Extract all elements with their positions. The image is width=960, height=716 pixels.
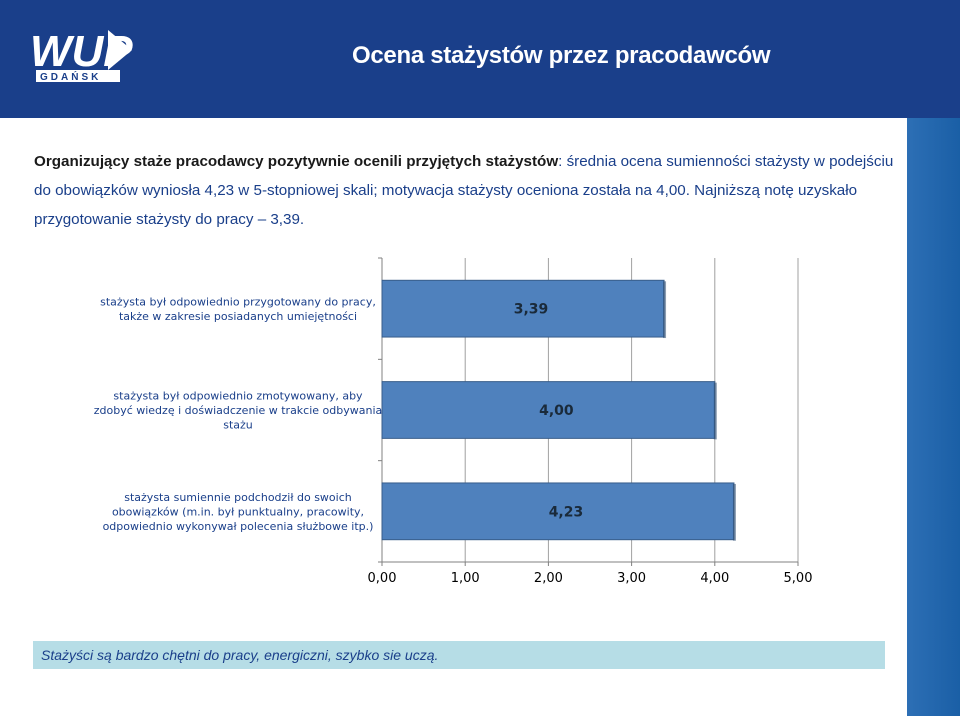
bar-shadow [732, 483, 736, 541]
category-label: stażysta sumiennie podchodził do swoich [124, 491, 352, 504]
logo-arrow [108, 30, 132, 70]
logo-underline [36, 70, 120, 82]
bar [381, 381, 716, 439]
intro-paragraph: Organizujący staże pracodawcy pozytywnie… [34, 147, 894, 234]
x-tick-label: 4,00 [700, 571, 729, 586]
data-label: 3,39 [514, 302, 549, 318]
x-tick-label: 1,00 [451, 571, 480, 586]
intro-rest: : średnia ocena sumienności stażysty w p… [34, 153, 894, 228]
category-label: zdobyć wiedzę i doświadczenie w trakcie … [94, 404, 383, 417]
footer-text: Stażyści są bardzo chętni do pracy, ener… [41, 647, 439, 663]
data-label: 4,23 [549, 504, 584, 520]
bar-shadow [663, 281, 667, 339]
category-label: odpowiednio wykonywał polecenia służbowe… [103, 520, 374, 533]
bar-shadow [713, 382, 717, 440]
right-decor-strip [907, 118, 960, 716]
x-tick-label: 3,00 [617, 571, 646, 586]
category-label: stażysta był odpowiednio przygotowany do… [100, 295, 376, 308]
category-label: także w zakresie posiadanych umiejętnośc… [119, 310, 357, 323]
intro-bold: Organizujący staże pracodawcy pozytywnie… [34, 153, 559, 170]
data-label: 4,00 [539, 403, 574, 419]
header-bar: WUP GDAŃSK Ocena stażystów przez pracoda… [0, 0, 960, 118]
x-tick-label: 2,00 [534, 571, 563, 586]
bar [381, 279, 665, 338]
category-label: obowiązków (m.in. był punktualny, pracow… [112, 505, 364, 518]
x-tick-label: 0,00 [368, 571, 397, 586]
logo-subtext: GDAŃSK [40, 70, 101, 83]
footer-note: Stażyści są bardzo chętni do pracy, ener… [33, 641, 885, 669]
page-title: Ocena stażystów przez pracodawców [352, 42, 771, 69]
category-label: stażysta był odpowiednio zmotywowany, ab… [113, 390, 363, 403]
x-tick-label: 5,00 [784, 571, 813, 586]
category-label: stażu [223, 419, 253, 432]
wup-logo: WUP GDAŃSK [30, 27, 133, 83]
bar [381, 482, 735, 541]
